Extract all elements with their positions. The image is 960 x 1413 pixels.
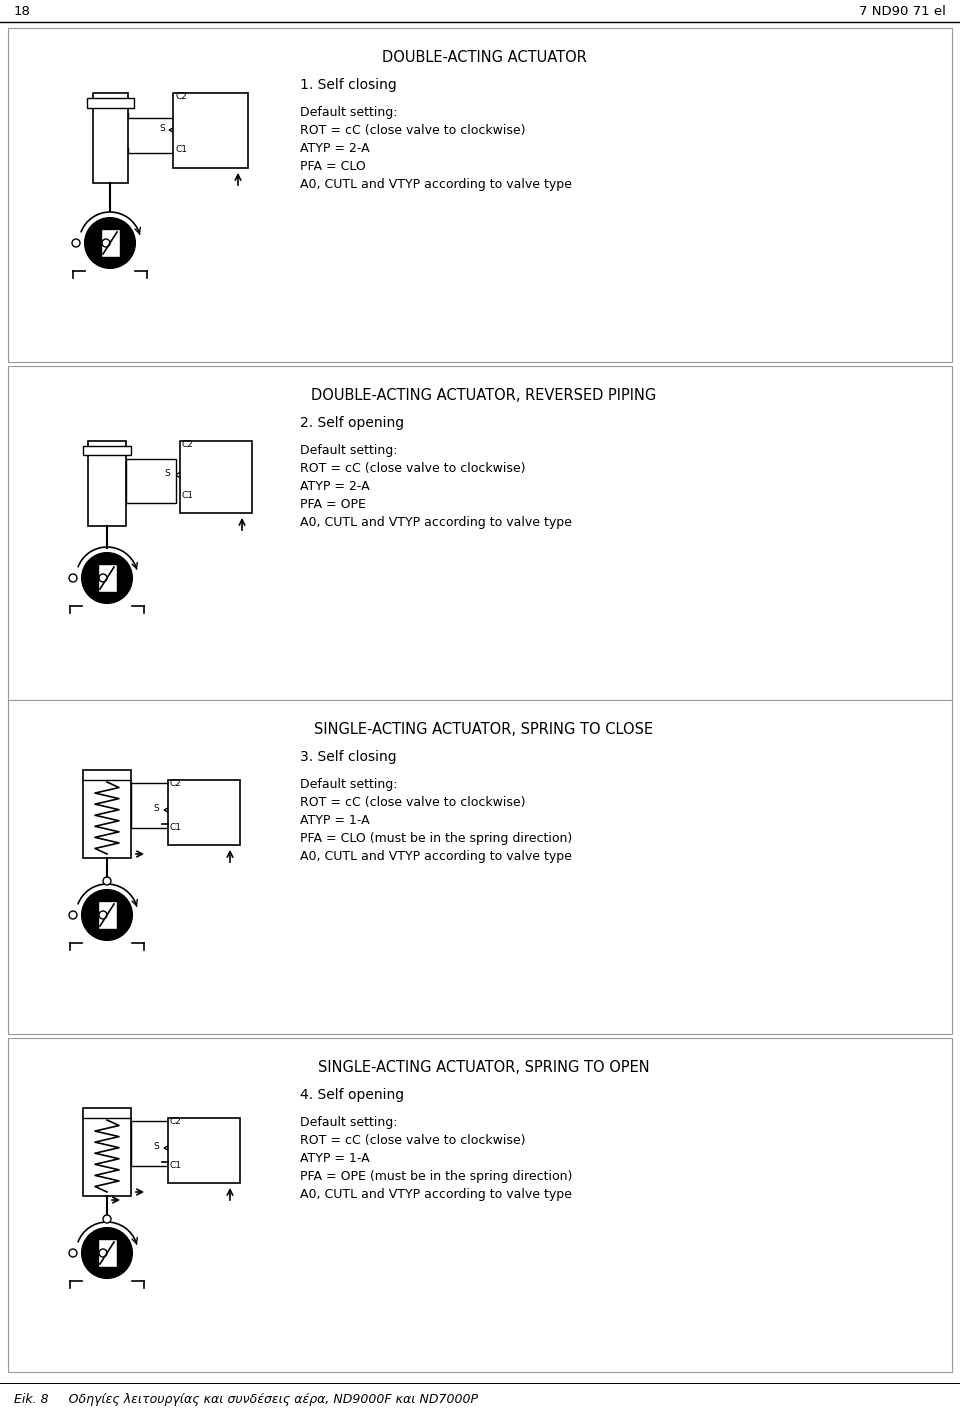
Bar [168, 1118, 240, 1183]
Text: S: S [159, 124, 165, 133]
Circle shape [69, 1249, 77, 1258]
Bar [98, 901, 117, 928]
Text: SINGLE-ACTING ACTUATOR, SPRING TO OPEN: SINGLE-ACTING ACTUATOR, SPRING TO OPEN [318, 1060, 650, 1075]
Text: 4. Self opening: 4. Self opening [300, 1088, 404, 1102]
Circle shape [103, 1215, 111, 1224]
Circle shape [103, 877, 111, 885]
Text: C2: C2 [175, 92, 187, 100]
Circle shape [82, 890, 132, 940]
Text: ATYP = 1-A: ATYP = 1-A [300, 1152, 370, 1164]
Bar [88, 441, 126, 526]
Text: PFA = OPE (must be in the spring direction): PFA = OPE (must be in the spring directi… [300, 1170, 572, 1183]
Text: C1: C1 [170, 1161, 182, 1170]
Bar [126, 459, 176, 503]
Text: ATYP = 2-A: ATYP = 2-A [300, 141, 370, 155]
Bar [83, 447, 131, 455]
Text: A0, CUTL and VTYP according to valve type: A0, CUTL and VTYP according to valve typ… [300, 1188, 572, 1201]
Text: C1: C1 [170, 822, 182, 832]
Circle shape [82, 1228, 132, 1277]
Text: C1: C1 [175, 146, 187, 154]
Circle shape [82, 552, 132, 603]
Bar [8, 699, 952, 1034]
Text: A0, CUTL and VTYP according to valve type: A0, CUTL and VTYP according to valve typ… [300, 851, 572, 863]
Text: C2: C2 [182, 439, 194, 449]
Text: S: S [164, 469, 170, 478]
Text: DOUBLE-ACTING ACTUATOR: DOUBLE-ACTING ACTUATOR [381, 49, 587, 65]
Circle shape [99, 574, 107, 582]
Bar [83, 770, 131, 858]
Bar [98, 1239, 117, 1267]
Text: DOUBLE-ACTING ACTUATOR, REVERSED PIPING: DOUBLE-ACTING ACTUATOR, REVERSED PIPING [311, 389, 657, 403]
Text: 7 ND90 71 el: 7 ND90 71 el [859, 6, 946, 18]
Bar [180, 441, 252, 513]
Bar [173, 93, 248, 168]
Text: ROT = cC (close valve to clockwise): ROT = cC (close valve to clockwise) [300, 1135, 525, 1147]
Circle shape [72, 239, 80, 247]
Text: 3. Self closing: 3. Self closing [300, 750, 396, 764]
Circle shape [69, 574, 77, 582]
Text: S: S [153, 1142, 158, 1152]
Text: A0, CUTL and VTYP according to valve type: A0, CUTL and VTYP according to valve typ… [300, 516, 572, 528]
Text: 1. Self closing: 1. Self closing [300, 78, 396, 92]
Text: C2: C2 [170, 1118, 181, 1126]
Text: ROT = cC (close valve to clockwise): ROT = cC (close valve to clockwise) [300, 124, 525, 137]
Text: Default setting:: Default setting: [300, 106, 397, 119]
Text: 18: 18 [14, 6, 31, 18]
Text: SINGLE-ACTING ACTUATOR, SPRING TO CLOSE: SINGLE-ACTING ACTUATOR, SPRING TO CLOSE [315, 722, 654, 738]
Bar [87, 97, 134, 107]
Text: S: S [153, 804, 158, 812]
Bar [101, 229, 120, 257]
Bar [8, 1039, 952, 1372]
Circle shape [102, 239, 110, 247]
Circle shape [99, 911, 107, 918]
Circle shape [69, 911, 77, 918]
Text: ROT = cC (close valve to clockwise): ROT = cC (close valve to clockwise) [300, 796, 525, 810]
Bar [93, 93, 128, 184]
Text: Default setting:: Default setting: [300, 1116, 397, 1129]
Text: ATYP = 2-A: ATYP = 2-A [300, 480, 370, 493]
Text: A0, CUTL and VTYP according to valve type: A0, CUTL and VTYP according to valve typ… [300, 178, 572, 191]
Bar [98, 564, 117, 592]
Text: PFA = CLO: PFA = CLO [300, 160, 366, 172]
Bar [168, 780, 240, 845]
Text: Default setting:: Default setting: [300, 779, 397, 791]
Text: C2: C2 [170, 779, 181, 788]
Text: 2. Self opening: 2. Self opening [300, 415, 404, 430]
Text: PFA = CLO (must be in the spring direction): PFA = CLO (must be in the spring directi… [300, 832, 572, 845]
Text: Eik. 8     Οδηγίες λειτουργίας και συνδέσεις αέρα, ND9000F και ND7000P: Eik. 8 Οδηγίες λειτουργίας και συνδέσεις… [14, 1393, 478, 1406]
Text: PFA = OPE: PFA = OPE [300, 497, 366, 512]
Text: C1: C1 [182, 490, 194, 500]
Text: Default setting:: Default setting: [300, 444, 397, 456]
Bar [8, 366, 952, 699]
Text: ATYP = 1-A: ATYP = 1-A [300, 814, 370, 827]
Bar [83, 1108, 131, 1195]
Circle shape [99, 1249, 107, 1258]
Circle shape [85, 218, 135, 268]
Text: ROT = cC (close valve to clockwise): ROT = cC (close valve to clockwise) [300, 462, 525, 475]
Bar [8, 28, 952, 362]
